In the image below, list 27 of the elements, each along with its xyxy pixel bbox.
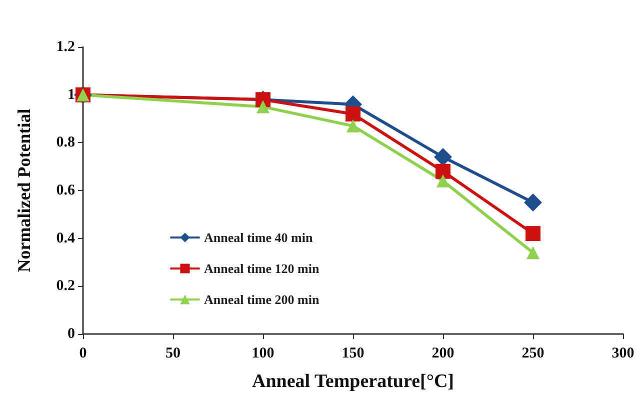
point — [256, 100, 270, 114]
point — [436, 174, 450, 188]
legend-label: Anneal time 40 min — [204, 230, 314, 245]
point — [346, 119, 360, 132]
point — [436, 164, 450, 179]
y-tick-label: 0.8 — [56, 134, 75, 151]
x-tick-label: 150 — [342, 346, 364, 362]
y-axis-title: Normalized Potential — [14, 108, 34, 272]
x-tick-label: 200 — [432, 346, 454, 362]
x-tick-label: 250 — [522, 346, 544, 362]
point — [526, 246, 540, 260]
point — [526, 226, 540, 242]
legend-label: Anneal time 120 min — [204, 261, 320, 276]
x-tick-label: 0 — [79, 346, 87, 362]
y-tick-label: 0.4 — [56, 230, 76, 246]
x-tick-label: 50 — [166, 346, 180, 362]
y-tick-label: 0.2 — [56, 278, 75, 294]
point — [524, 193, 542, 212]
x-axis-title: Anneal Temperature[°C] — [252, 371, 454, 392]
point — [346, 106, 360, 122]
x-tick-label: 100 — [252, 346, 274, 362]
y-tick-label: 1.2 — [56, 39, 75, 55]
x-tick-label: 300 — [612, 346, 634, 362]
y-tick-label: 0 — [68, 326, 75, 342]
y-tick-label: 0.6 — [56, 182, 76, 198]
y-tick-label: 1 — [68, 86, 75, 103]
legend-label: Anneal time 200 min — [204, 292, 320, 307]
